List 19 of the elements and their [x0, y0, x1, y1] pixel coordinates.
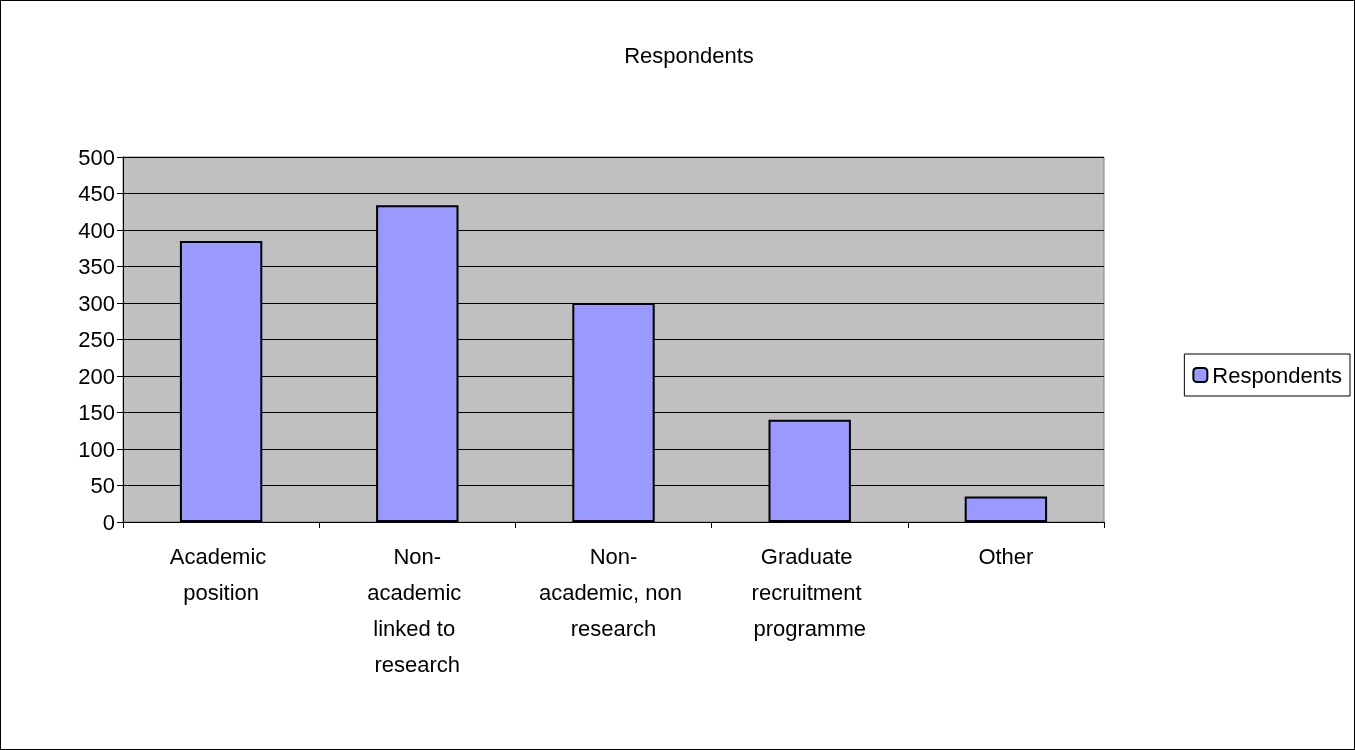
y-tick-label: 0 [102, 509, 115, 535]
y-tick-label: 50 [90, 473, 115, 498]
x-tick-label: Other [978, 543, 1034, 569]
y-tick-label: 400 [78, 217, 115, 243]
y-tick-label: 100 [78, 436, 115, 462]
y-tick-label: 250 [78, 327, 115, 352]
y-tick-label: 500 [78, 144, 115, 170]
chart-title: Respondents [624, 42, 754, 68]
y-tick-label: 350 [78, 254, 115, 279]
bar [964, 496, 1048, 522]
y-tick-label: 150 [78, 400, 115, 425]
x-tick-label: Non-academic, non research [538, 543, 689, 641]
y-tick-label: 450 [78, 181, 115, 206]
y-tick-label: 300 [78, 290, 115, 316]
x-tick-label: Academic position [169, 543, 273, 605]
x-tick-label: Non-academic linked to research [367, 543, 468, 677]
x-tick-label: Graduate recruitment programme [751, 543, 868, 641]
legend-label: Respondents [1212, 362, 1343, 388]
y-tick-label: 200 [78, 363, 115, 389]
